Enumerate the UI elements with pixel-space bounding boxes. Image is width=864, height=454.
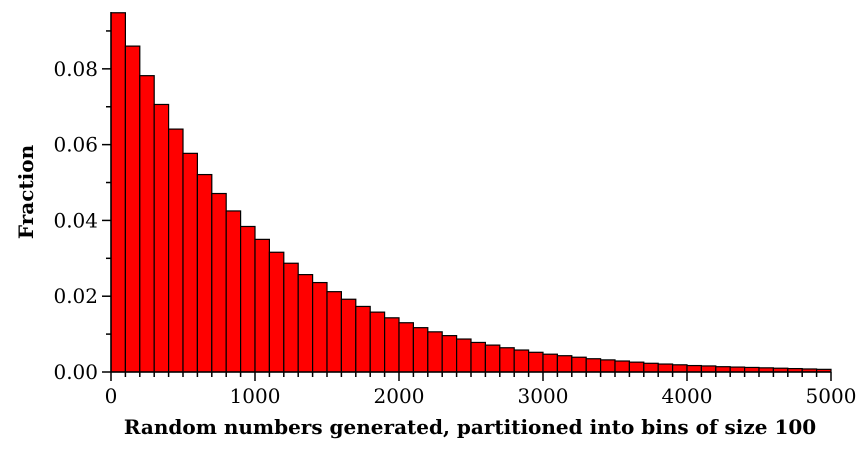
histogram-bar [470, 341, 486, 373]
y-tick-label: 0.04 [53, 208, 98, 232]
histogram-bar [211, 192, 227, 373]
histogram-bar [484, 344, 501, 373]
y-tick-label: 0.06 [53, 133, 98, 157]
histogram-bar [499, 347, 515, 373]
x-tick-label: 3000 [518, 384, 569, 408]
histogram-bar [240, 225, 256, 373]
histogram-bar [614, 360, 630, 373]
histogram-bar [297, 274, 314, 373]
histogram-bar [168, 128, 184, 373]
histogram-bar [643, 362, 659, 373]
histogram-bar [225, 210, 242, 373]
histogram-bar [599, 359, 616, 373]
histogram-bar [369, 311, 386, 373]
x-tick-label: 5000 [806, 384, 857, 408]
histogram-bar [427, 331, 443, 373]
histogram-bar [312, 281, 328, 373]
histogram-bar [441, 335, 458, 373]
histogram-bar [456, 338, 472, 373]
x-tick-label: 2000 [374, 384, 425, 408]
y-ticks-group: 0.00 0.02 0.04 0.06 0.08 [53, 30, 111, 384]
histogram-bar [268, 251, 285, 373]
x-ticks-group: 0 1000 2000 3000 4000 5000 [105, 372, 857, 408]
histogram-bar [700, 365, 717, 373]
y-axis-title: Fraction [14, 144, 38, 239]
histogram-bar [398, 322, 414, 373]
histogram-bar [153, 103, 170, 373]
y-tick-label: 0.02 [53, 284, 98, 308]
histogram-bar [715, 366, 731, 373]
histogram-bar [124, 45, 141, 373]
x-axis-title: Random numbers generated, partitioned in… [124, 415, 816, 439]
histogram-bar [686, 364, 702, 373]
histogram-bar [326, 291, 342, 373]
histogram-bar [657, 363, 674, 373]
histogram-bar [571, 356, 587, 373]
histogram-bar [585, 358, 602, 373]
histogram-bar [283, 262, 299, 373]
x-tick-label: 4000 [662, 384, 713, 408]
histogram-bar [340, 298, 357, 373]
x-tick-label: 0 [105, 384, 118, 408]
x-tick-label: 1000 [230, 384, 281, 408]
bars-group [110, 12, 832, 373]
histogram-bar [110, 12, 126, 373]
histogram-bar [527, 351, 544, 373]
histogram-bar [513, 349, 530, 373]
histogram-bar [628, 361, 645, 373]
y-tick-label: 0.08 [53, 57, 98, 81]
histogram-bar [412, 327, 429, 373]
histogram-bar [355, 305, 371, 373]
histogram-bar [196, 173, 213, 373]
histogram-bar [384, 317, 400, 373]
histogram-bar [139, 75, 155, 373]
histogram-bar [556, 355, 573, 373]
histogram-bar [542, 353, 558, 373]
histogram-bar [182, 152, 198, 373]
y-tick-label: 0.00 [53, 360, 98, 384]
histogram-bar [254, 238, 270, 373]
histogram-bar [671, 364, 688, 373]
